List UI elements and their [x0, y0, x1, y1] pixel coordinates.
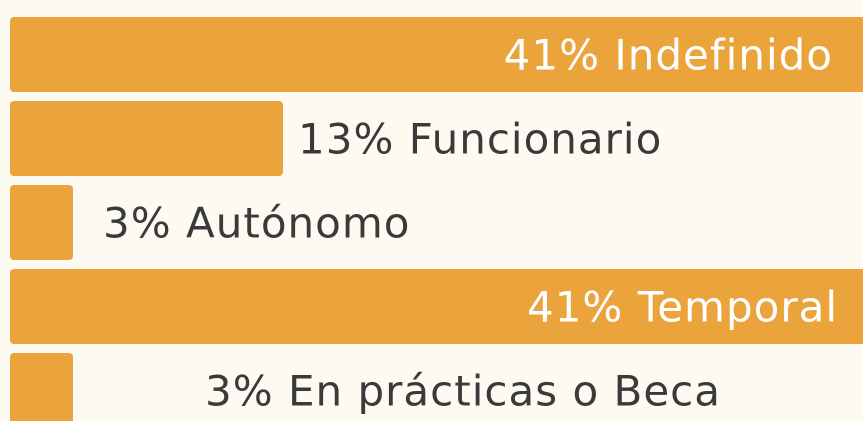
bar-label: 3% En prácticas o Beca: [205, 366, 721, 415]
bar-label: 3% Autónomo: [103, 198, 410, 247]
bar: [10, 185, 73, 260]
value-label: 3%: [205, 366, 274, 415]
bar: [10, 353, 73, 421]
category-label: En prácticas o Beca: [288, 366, 721, 415]
category-label: Temporal: [637, 282, 838, 331]
bar-label: 13% Funcionario: [298, 114, 662, 163]
bar: [10, 269, 863, 344]
value-label: 41%: [527, 282, 623, 331]
value-label: 13%: [298, 114, 394, 163]
value-label: 3%: [103, 198, 172, 247]
bar: [10, 17, 863, 92]
category-label: Indefinido: [614, 30, 833, 79]
value-label: 41%: [504, 30, 600, 79]
bar: [10, 101, 283, 176]
category-label: Autónomo: [186, 198, 410, 247]
category-label: Funcionario: [409, 114, 663, 163]
bar-label: 41% Temporal: [527, 282, 838, 331]
bar-label: 41% Indefinido: [504, 30, 833, 79]
